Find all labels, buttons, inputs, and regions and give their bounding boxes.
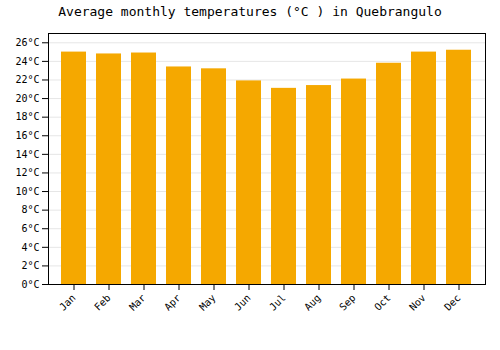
svg-text:4°C: 4°C bbox=[21, 242, 39, 253]
svg-text:Aug: Aug bbox=[302, 292, 323, 313]
svg-text:Sep: Sep bbox=[337, 292, 358, 313]
svg-text:Dec: Dec bbox=[442, 292, 463, 313]
svg-text:20°C: 20°C bbox=[15, 93, 39, 104]
svg-text:Apr: Apr bbox=[162, 292, 183, 313]
svg-text:2°C: 2°C bbox=[21, 260, 39, 271]
svg-text:10°C: 10°C bbox=[15, 186, 39, 197]
svg-text:Jul: Jul bbox=[267, 292, 288, 313]
svg-text:26°C: 26°C bbox=[15, 37, 39, 48]
svg-text:0°C: 0°C bbox=[21, 279, 39, 290]
svg-text:6°C: 6°C bbox=[21, 223, 39, 234]
svg-text:24°C: 24°C bbox=[15, 56, 39, 67]
svg-text:Mar: Mar bbox=[127, 292, 148, 313]
svg-text:Oct: Oct bbox=[372, 292, 393, 313]
svg-text:16°C: 16°C bbox=[15, 130, 39, 141]
svg-text:8°C: 8°C bbox=[21, 204, 39, 215]
svg-text:18°C: 18°C bbox=[15, 111, 39, 122]
svg-text:May: May bbox=[197, 292, 218, 313]
svg-text:22°C: 22°C bbox=[15, 74, 39, 85]
html-text:Average monthly temperatures (: Average monthly temperatures (°C ) in Qu… bbox=[58, 4, 442, 19]
svg-text:Nov: Nov bbox=[407, 292, 428, 313]
svg-text:Jan: Jan bbox=[57, 292, 78, 313]
svg-text:Jun: Jun bbox=[232, 292, 253, 313]
svg-text:12°C: 12°C bbox=[15, 167, 39, 178]
svg-text:14°C: 14°C bbox=[15, 149, 39, 160]
svg-text:Feb: Feb bbox=[92, 292, 113, 313]
